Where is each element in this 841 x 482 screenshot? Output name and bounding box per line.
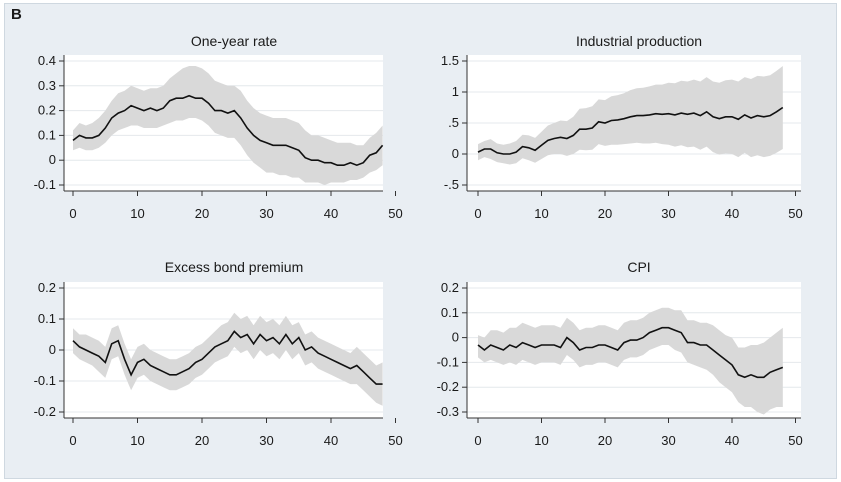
confidence-band: [478, 307, 783, 415]
panel-label: B: [11, 6, 22, 23]
y-tick-label: .5: [448, 115, 459, 130]
x-tick-label: 40: [725, 433, 739, 448]
x-tick-label: 0: [69, 433, 76, 448]
chart-title: One-year rate: [191, 33, 278, 49]
x-tick-label: 0: [474, 433, 481, 448]
x-tick-label: 40: [725, 206, 739, 221]
x-tick-label: 40: [324, 206, 338, 221]
y-tick-label: 0.1: [38, 311, 56, 326]
x-tick-label: 20: [195, 433, 209, 448]
x-tick-label: 20: [598, 206, 612, 221]
y-tick-label: -.5: [444, 177, 459, 192]
y-tick-label: 0.3: [38, 78, 56, 93]
x-tick-label: 20: [195, 206, 209, 221]
x-tick-label: 30: [661, 433, 675, 448]
chart-title: CPI: [627, 259, 650, 275]
y-tick-label: 0.1: [38, 127, 56, 142]
y-tick-label: 0.2: [441, 280, 459, 295]
y-tick-label: -0.2: [437, 379, 459, 394]
confidence-band: [478, 66, 783, 165]
x-tick-label: 50: [788, 206, 802, 221]
x-tick-label: 10: [534, 433, 548, 448]
y-tick-label: 0: [452, 330, 459, 345]
y-tick-label: 0.2: [38, 103, 56, 118]
y-tick-label: -0.1: [34, 177, 56, 192]
estimate-line: [477, 326, 784, 379]
confidence-band: [73, 312, 383, 406]
y-tick-label: -0.1: [437, 354, 459, 369]
x-tick-label: 30: [259, 206, 273, 221]
x-tick-label: 50: [388, 206, 402, 221]
y-tick-label: -0.3: [437, 404, 459, 419]
confidence-band: [73, 66, 383, 185]
x-tick-label: 40: [324, 433, 338, 448]
x-tick-label: 30: [661, 206, 675, 221]
y-tick-label: 0.1: [441, 305, 459, 320]
x-tick-label: 30: [259, 433, 273, 448]
estimate-line: [72, 330, 383, 385]
x-tick-label: 20: [598, 433, 612, 448]
x-tick-label: 50: [388, 433, 402, 448]
y-tick-label: 0: [49, 342, 56, 357]
x-tick-label: 0: [69, 206, 76, 221]
y-tick-label: 1.5: [441, 53, 459, 68]
y-tick-label: 0.2: [38, 280, 56, 295]
y-tick-label: 0.4: [38, 53, 56, 68]
y-tick-label: -0.2: [34, 404, 56, 419]
chart-title: Excess bond premium: [165, 259, 304, 275]
x-tick-label: 50: [788, 433, 802, 448]
x-tick-label: 0: [474, 206, 481, 221]
chart-title: Industrial production: [576, 33, 702, 49]
y-tick-label: 0: [49, 152, 56, 167]
x-tick-label: 10: [130, 433, 144, 448]
estimate-line: [477, 106, 784, 155]
y-tick-label: 1: [452, 84, 459, 99]
estimate-line: [72, 94, 384, 167]
x-tick-label: 10: [534, 206, 548, 221]
x-tick-label: 10: [130, 206, 144, 221]
y-tick-label: 0: [452, 146, 459, 161]
y-tick-label: -0.1: [34, 373, 56, 388]
